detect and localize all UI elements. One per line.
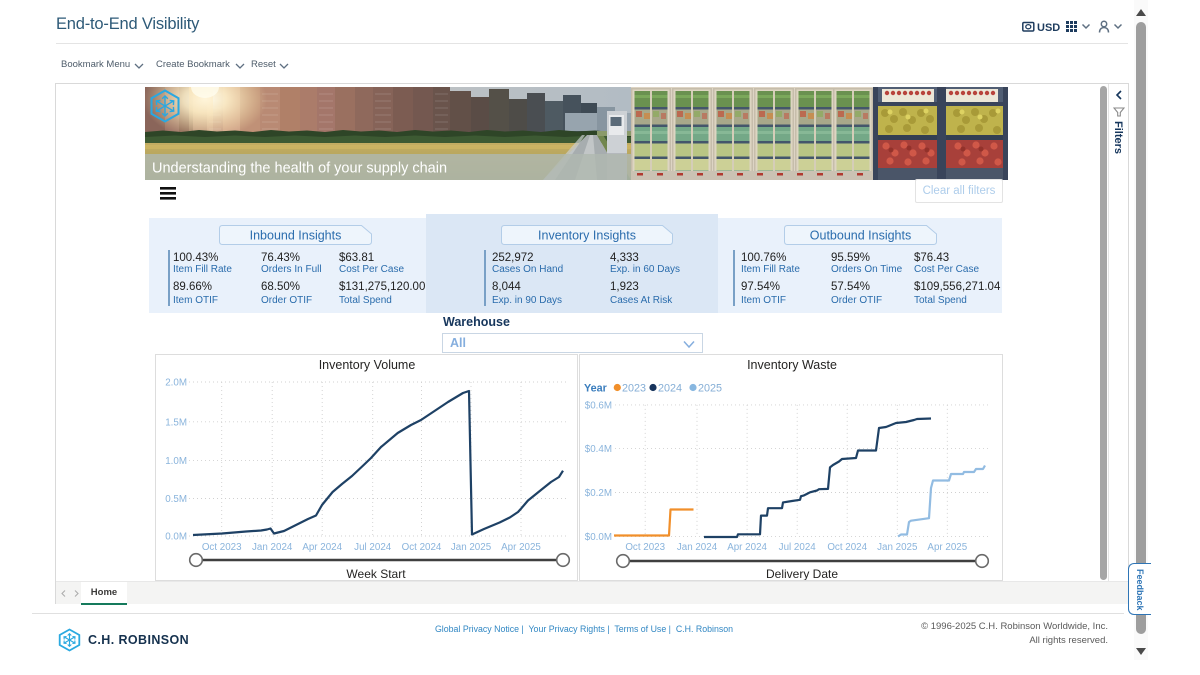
svg-text:Jan 2025: Jan 2025 xyxy=(451,542,492,553)
svg-text:Jul 2024: Jul 2024 xyxy=(779,542,817,553)
svg-text:Year: Year xyxy=(584,383,608,395)
svg-text:$0.2M: $0.2M xyxy=(585,488,612,499)
svg-text:Apr 2025: Apr 2025 xyxy=(501,542,541,553)
svg-text:Outbound Insights: Outbound Insights xyxy=(810,229,911,243)
svg-text:1.5M: 1.5M xyxy=(165,417,187,428)
svg-text:Apr 2024: Apr 2024 xyxy=(302,542,342,553)
svg-text:Jul 2024: Jul 2024 xyxy=(354,542,392,553)
svg-text:Inventory Waste: Inventory Waste xyxy=(747,358,837,372)
svg-text:Oct 2024: Oct 2024 xyxy=(827,542,867,553)
svg-text:Inbound Insights: Inbound Insights xyxy=(250,229,342,243)
svg-text:Apr 2024: Apr 2024 xyxy=(727,542,767,553)
svg-text:Oct 2023: Oct 2023 xyxy=(625,542,665,553)
svg-text:Week Start: Week Start xyxy=(346,567,406,580)
svg-text:$0.4M: $0.4M xyxy=(585,444,612,455)
svg-text:Apr 2025: Apr 2025 xyxy=(927,542,967,553)
svg-text:Understanding the health of yo: Understanding the health of your supply … xyxy=(152,161,447,177)
svg-text:Inventory Insights: Inventory Insights xyxy=(538,229,636,243)
svg-text:Oct 2023: Oct 2023 xyxy=(202,542,242,553)
svg-text:0.5M: 0.5M xyxy=(165,494,187,505)
svg-text:Oct 2024: Oct 2024 xyxy=(402,542,442,553)
svg-text:2025: 2025 xyxy=(698,383,722,395)
svg-text:2023: 2023 xyxy=(622,383,646,395)
svg-text:Jan 2024: Jan 2024 xyxy=(252,542,293,553)
svg-text:1.0M: 1.0M xyxy=(165,456,187,467)
svg-text:$0.6M: $0.6M xyxy=(585,400,612,411)
svg-text:0.0M: 0.0M xyxy=(165,532,187,543)
svg-text:2024: 2024 xyxy=(658,383,682,395)
svg-text:Inventory Volume: Inventory Volume xyxy=(319,358,416,372)
svg-text:Jan 2024: Jan 2024 xyxy=(677,542,718,553)
svg-text:2.0M: 2.0M xyxy=(165,378,187,389)
svg-text:$0.0M: $0.0M xyxy=(585,532,612,543)
svg-text:Delivery Date: Delivery Date xyxy=(766,567,838,580)
svg-text:Jan 2025: Jan 2025 xyxy=(877,542,918,553)
svg-text:USD: USD xyxy=(1037,22,1060,34)
